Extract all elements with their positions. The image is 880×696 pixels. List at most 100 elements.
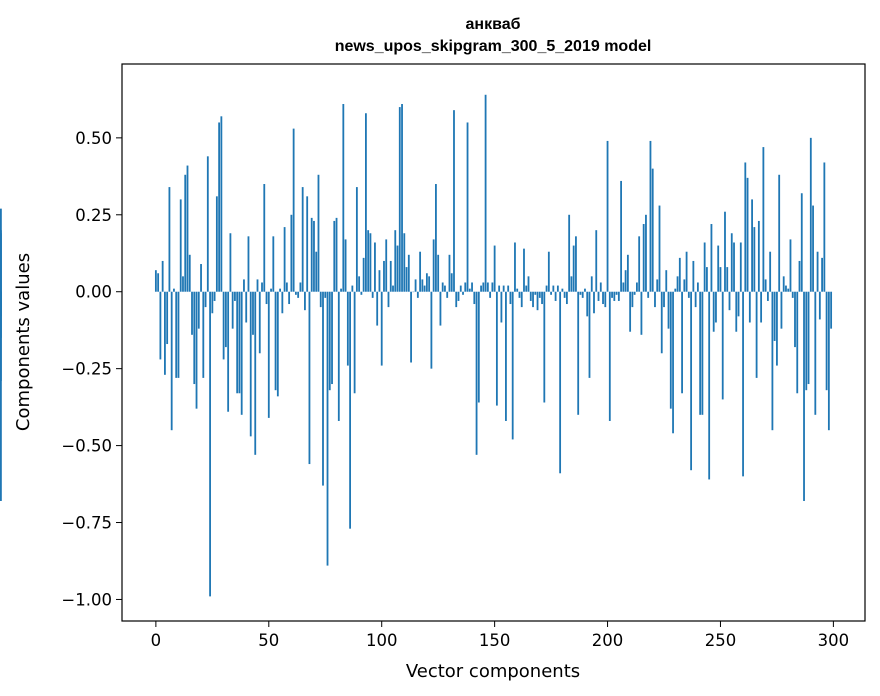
bar: [299, 282, 302, 292]
bar: [337, 291, 340, 421]
bar: [247, 236, 250, 292]
bars-group: [0, 94, 833, 597]
bar: [261, 282, 263, 292]
bar: [265, 291, 268, 305]
bar: [473, 291, 476, 305]
bar: [586, 291, 589, 317]
bar: [692, 260, 695, 292]
bar: [444, 285, 446, 292]
bar: [188, 254, 191, 292]
bar: [191, 291, 193, 335]
y-axis: −1.00 −0.75 −0.50 −0.25 0.00 0.25 0.50: [61, 129, 122, 609]
bar: [703, 242, 706, 292]
bar: [279, 288, 281, 292]
bar: [602, 291, 604, 305]
bar: [807, 291, 810, 385]
bar: [389, 260, 392, 292]
bar: [204, 291, 207, 308]
bar: [633, 291, 636, 295]
bar: [304, 291, 306, 311]
bar: [206, 156, 209, 292]
bar: [202, 291, 205, 378]
bar: [328, 291, 331, 391]
bar: [164, 291, 166, 375]
bar: [227, 291, 230, 412]
bar: [724, 211, 726, 292]
bar: [814, 291, 817, 415]
bar: [753, 227, 756, 292]
bar: [631, 291, 634, 308]
bar: [746, 177, 749, 292]
bar: [794, 291, 796, 348]
bar: [360, 291, 363, 295]
chart-subtitle: news_upos_skipgram_300_5_2019 model: [335, 38, 652, 55]
bar: [624, 270, 627, 292]
bar: [773, 291, 776, 341]
bar: [620, 180, 622, 292]
bar: [428, 276, 431, 292]
bar: [597, 291, 600, 301]
bar: [800, 193, 803, 292]
bar: [301, 187, 304, 292]
bar: [570, 276, 573, 292]
bar: [222, 291, 225, 360]
bar: [550, 291, 552, 295]
bar: [534, 291, 537, 295]
bar: [392, 285, 394, 292]
bar: [532, 291, 534, 308]
bar: [622, 282, 625, 292]
bar: [306, 196, 309, 292]
bar: [477, 291, 480, 403]
bar: [518, 291, 521, 298]
bar: [446, 291, 449, 298]
bar: [556, 285, 559, 292]
x-tick-label: 50: [258, 631, 279, 650]
bar: [717, 245, 720, 292]
bar: [588, 291, 591, 378]
bar: [437, 254, 440, 292]
y-tick-label: 0.50: [75, 129, 112, 148]
bar: [538, 291, 541, 298]
bar: [407, 254, 410, 292]
bar: [527, 276, 530, 292]
bar: [319, 291, 322, 308]
bar: [748, 291, 751, 323]
bar: [435, 184, 437, 292]
bar: [294, 291, 297, 295]
bar: [263, 184, 266, 292]
bar: [315, 251, 318, 292]
bar: [645, 214, 647, 292]
bar: [599, 282, 602, 292]
bar: [462, 291, 464, 295]
bar: [249, 291, 252, 437]
bar: [401, 104, 403, 292]
y-tick-label: 0.00: [75, 283, 112, 302]
bar: [726, 267, 729, 292]
bar: [396, 245, 399, 292]
bar: [584, 288, 586, 292]
bar: [611, 291, 613, 298]
bar: [660, 291, 663, 354]
y-tick-label: −0.50: [61, 437, 112, 456]
bar: [737, 291, 740, 317]
bar: [482, 282, 485, 292]
bar: [818, 291, 821, 320]
bar: [640, 291, 643, 335]
bar: [166, 291, 169, 345]
bar: [658, 205, 661, 292]
bar: [821, 257, 823, 292]
x-tick-label: 150: [479, 631, 511, 650]
bar: [371, 291, 374, 298]
bar: [547, 251, 550, 292]
bar: [514, 242, 516, 292]
bar: [642, 224, 645, 292]
bar: [186, 165, 189, 292]
bar: [340, 288, 342, 292]
bar: [787, 288, 790, 292]
bar: [288, 291, 291, 305]
x-tick-label: 100: [366, 631, 398, 650]
bar: [681, 291, 683, 394]
bar: [502, 285, 505, 292]
bar: [683, 279, 686, 292]
